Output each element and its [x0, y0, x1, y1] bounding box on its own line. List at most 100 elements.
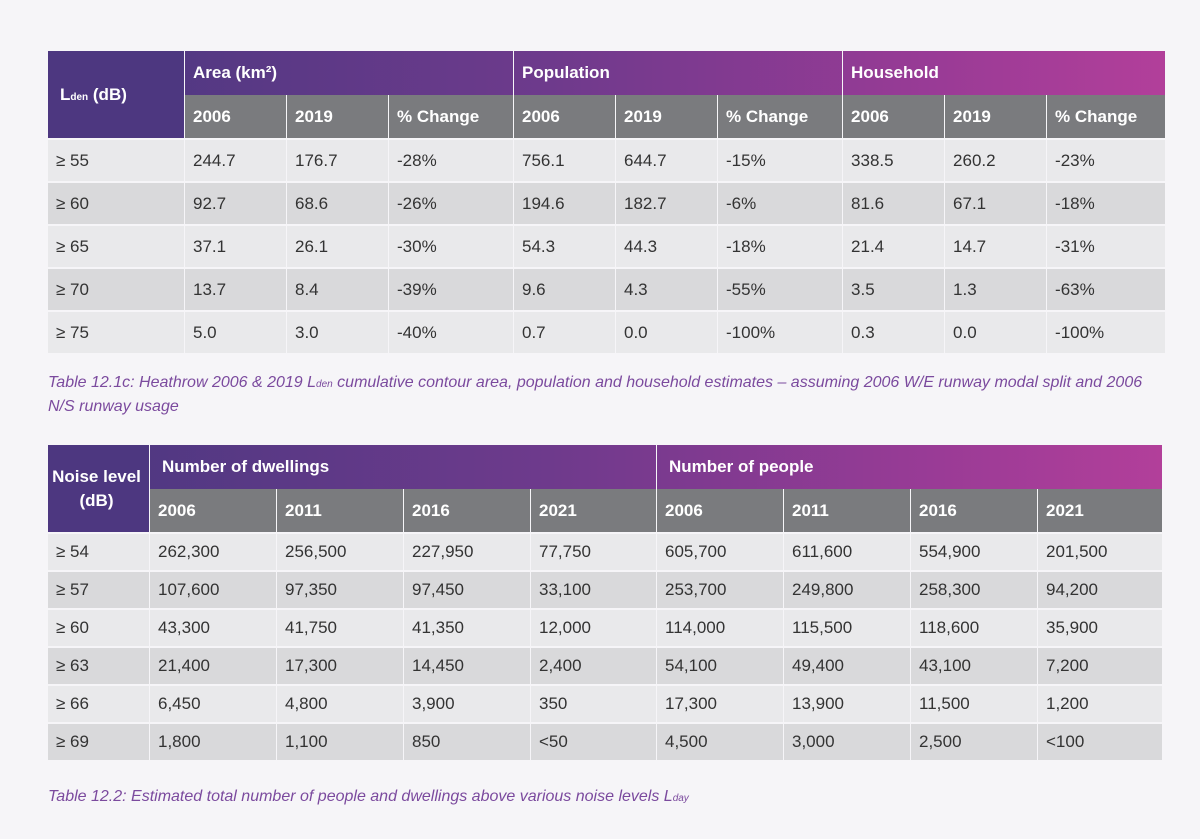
table-cell: -23%	[1046, 138, 1166, 181]
table-cell: 258,300	[910, 570, 1037, 608]
table-cell: 35,900	[1037, 608, 1163, 646]
table-cell: -63%	[1046, 267, 1166, 310]
row-level-cell: ≥ 69	[48, 722, 149, 760]
table-cell: 115,500	[783, 608, 910, 646]
table-row: ≥ 70 13.7 8.4 -39% 9.6 4.3 -55% 3.5 1.3 -63%	[48, 267, 1166, 310]
table-cell: -28%	[388, 138, 513, 181]
table-cell: -30%	[388, 224, 513, 267]
table-cell: 1,200	[1037, 684, 1163, 722]
table-cell: 3.0	[286, 310, 388, 353]
table-cell: 644.7	[615, 138, 717, 181]
table-cell: 554,900	[910, 532, 1037, 570]
table-cell: 2,400	[530, 646, 656, 684]
table-cell: 107,600	[149, 570, 276, 608]
table-cell: -18%	[717, 224, 843, 267]
table-cell: -100%	[717, 310, 843, 353]
table-cell: 4,500	[656, 722, 783, 760]
table-row: ≥ 69 1,800 1,100 850 <50 4,500 3,000 2,500 <100	[48, 722, 1163, 760]
table-cell: 77,750	[530, 532, 656, 570]
table-cell: <100	[1037, 722, 1163, 760]
table1-subheader: 2006	[513, 95, 615, 138]
table-cell: 244.7	[184, 138, 286, 181]
table2-subheader: 2011	[276, 489, 403, 532]
table-cell: 0.0	[615, 310, 717, 353]
table-cell: 850	[403, 722, 530, 760]
table-row: ≥ 63 21,400 17,300 14,450 2,400 54,100 49,400 4…	[48, 646, 1163, 684]
table-cell: 5.0	[184, 310, 286, 353]
table-cell: 0.7	[513, 310, 615, 353]
table-dwellings-people: Noise level (dB) Number of dwellings Num…	[48, 445, 1163, 760]
table-cell: 114,000	[656, 608, 783, 646]
table-cell: 17,300	[656, 684, 783, 722]
table-cell: 182.7	[615, 181, 717, 224]
table-cell: 97,350	[276, 570, 403, 608]
table-cell: 94,200	[1037, 570, 1163, 608]
table-row: ≥ 75 5.0 3.0 -40% 0.7 0.0 -100% 0.3 0.0 -100%	[48, 310, 1166, 353]
table-cell: 4.3	[615, 267, 717, 310]
table-cell: 54.3	[513, 224, 615, 267]
table-row: ≥ 54 262,300 256,500 227,950 77,750 605,700 61…	[48, 532, 1163, 570]
table-row: ≥ 55 244.7 176.7 -28% 756.1 644.7 -15% 338.5 260…	[48, 138, 1166, 181]
table2-corner-header: Noise level (dB)	[48, 445, 149, 532]
table-cell: <50	[530, 722, 656, 760]
table-cell: 0.3	[842, 310, 945, 353]
table2-caption-subscript: day	[672, 793, 689, 804]
table1-corner-header: Lden (dB)	[48, 51, 184, 138]
table1-group-population: Population	[513, 51, 842, 95]
table1-subheader: % Change	[388, 95, 513, 138]
table-cell: 2,500	[910, 722, 1037, 760]
table1-caption-subscript: den	[316, 379, 333, 390]
table-cell: 81.6	[842, 181, 945, 224]
table1-caption: Table 12.1c: Heathrow 2006 & 2019 Lden c…	[48, 372, 1168, 418]
table-cell: 253,700	[656, 570, 783, 608]
table2-subheader: 2021	[1037, 489, 1163, 532]
table-row: ≥ 66 6,450 4,800 3,900 350 17,300 13,900 11,500…	[48, 684, 1163, 722]
table-cell: 44.3	[615, 224, 717, 267]
table-cell: 1,800	[149, 722, 276, 760]
table-cell: -15%	[717, 138, 843, 181]
table1-subheader: % Change	[1046, 95, 1166, 138]
table2-subheader: 2016	[403, 489, 530, 532]
table1-group-area: Area (km²)	[184, 51, 513, 95]
table-cell: 338.5	[842, 138, 945, 181]
table1-subheader: 2006	[184, 95, 286, 138]
table-cell: -40%	[388, 310, 513, 353]
table-cell: 0.0	[944, 310, 1047, 353]
table-cell: 7,200	[1037, 646, 1163, 684]
table-cell: 176.7	[286, 138, 388, 181]
table-cell: 13.7	[184, 267, 286, 310]
table2-subheader: 2006	[149, 489, 276, 532]
table1-subheader: 2019	[615, 95, 717, 138]
table2-group-people: Number of people	[656, 445, 1162, 489]
table-cell: 67.1	[944, 181, 1047, 224]
row-level-cell: ≥ 65	[48, 224, 184, 267]
table-cell: 611,600	[783, 532, 910, 570]
table1-subheader: % Change	[717, 95, 843, 138]
row-level-cell: ≥ 63	[48, 646, 149, 684]
row-level-cell: ≥ 60	[48, 608, 149, 646]
table-cell: 118,600	[910, 608, 1037, 646]
table-cell: 12,000	[530, 608, 656, 646]
table-cell: -18%	[1046, 181, 1166, 224]
table-cell: 1,100	[276, 722, 403, 760]
table-cell: 13,900	[783, 684, 910, 722]
table-cell: 605,700	[656, 532, 783, 570]
table-row: ≥ 60 43,300 41,750 41,350 12,000 114,000 115,5…	[48, 608, 1163, 646]
table-cell: 14.7	[944, 224, 1047, 267]
table-row: ≥ 65 37.1 26.1 -30% 54.3 44.3 -18% 21.4 14.7 -31%	[48, 224, 1166, 267]
table-cell: 194.6	[513, 181, 615, 224]
table-cell: 92.7	[184, 181, 286, 224]
table1-corner-suffix: (dB)	[88, 84, 127, 104]
row-level-cell: ≥ 75	[48, 310, 184, 353]
table2-subheader: 2016	[910, 489, 1037, 532]
table-row: ≥ 60 92.7 68.6 -26% 194.6 182.7 -6% 81.6 67.1 -18…	[48, 181, 1166, 224]
table1-subheader: 2019	[286, 95, 388, 138]
table-cell: 227,950	[403, 532, 530, 570]
table-cell: 41,750	[276, 608, 403, 646]
row-level-cell: ≥ 55	[48, 138, 184, 181]
row-level-cell: ≥ 66	[48, 684, 149, 722]
table-cell: -26%	[388, 181, 513, 224]
table-cell: 68.6	[286, 181, 388, 224]
table1-subheader: 2006	[842, 95, 945, 138]
row-level-cell: ≥ 70	[48, 267, 184, 310]
